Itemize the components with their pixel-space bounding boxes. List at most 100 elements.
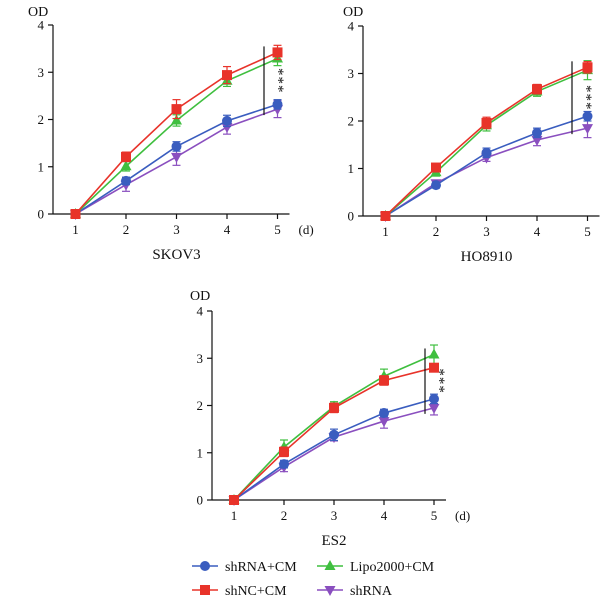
- data-point: [481, 117, 492, 128]
- data-point: [120, 160, 132, 171]
- data-point: [380, 211, 391, 221]
- y-axis-title: OD: [190, 289, 210, 304]
- legend-label: shRNA+CM: [225, 560, 297, 575]
- legend-label: shNC+CM: [225, 584, 287, 599]
- legend-marker: [324, 560, 336, 570]
- x-tick-label: 5: [274, 222, 281, 237]
- y-tick-label: 2: [197, 398, 204, 413]
- x-tick-label: 5: [584, 224, 591, 239]
- data-point: [379, 408, 389, 419]
- y-axis-title: OD: [343, 5, 363, 20]
- data-point: [379, 375, 389, 386]
- y-tick-label: 2: [38, 112, 45, 127]
- series-line: [74, 57, 278, 215]
- data-point: [171, 104, 182, 115]
- legend-marker: [200, 585, 210, 595]
- data-point: [222, 115, 232, 126]
- series-line: [384, 66, 588, 217]
- legend-item: Lipo2000+CM: [317, 560, 435, 575]
- legend-label: shRNA: [350, 584, 393, 599]
- x-tick-label: 4: [534, 224, 541, 239]
- data-point: [222, 70, 232, 81]
- legend-label: Lipo2000+CM: [350, 560, 435, 575]
- significance-label: ***: [431, 368, 447, 394]
- legend-item: shNC+CM: [192, 584, 287, 599]
- x-tick-label: 3: [173, 222, 180, 237]
- x-tick-label: 5: [431, 508, 438, 523]
- y-tick-label: 0: [197, 493, 204, 508]
- series-line: [233, 407, 435, 501]
- data-point: [171, 141, 182, 152]
- data-point: [531, 136, 543, 146]
- series-shrna: [228, 400, 440, 506]
- x-unit-label: (d): [299, 222, 314, 237]
- y-tick-label: 4: [197, 304, 204, 319]
- data-point: [329, 402, 339, 413]
- data-point: [70, 209, 81, 219]
- y-tick-label: 3: [197, 351, 204, 366]
- series-shnc-cm: [70, 44, 283, 219]
- data-point: [121, 175, 131, 186]
- series-lipo2000-cm: [228, 344, 440, 504]
- y-axis-title: OD: [28, 5, 48, 20]
- y-tick-label: 0: [348, 209, 355, 224]
- x-tick-label: 1: [231, 508, 238, 523]
- data-point: [272, 47, 283, 58]
- series-shrna: [380, 118, 593, 222]
- data-point: [582, 111, 593, 122]
- x-tick-label: 4: [224, 222, 231, 237]
- data-point: [221, 123, 233, 134]
- data-point: [378, 417, 390, 428]
- data-point: [428, 348, 440, 359]
- series-line: [233, 398, 435, 501]
- chart-title: HO8910: [461, 249, 513, 265]
- y-tick-label: 1: [348, 161, 355, 176]
- data-point: [429, 393, 439, 404]
- x-tick-label: 2: [123, 222, 130, 237]
- y-tick-label: 4: [348, 19, 355, 34]
- significance-label: ***: [578, 85, 594, 111]
- x-tick-label: 1: [72, 222, 79, 237]
- series-shnc-cm: [229, 362, 439, 505]
- data-point: [229, 495, 239, 505]
- y-tick-label: 3: [348, 66, 355, 81]
- data-point: [171, 114, 182, 125]
- x-unit-label: (d): [455, 508, 470, 523]
- data-point: [481, 147, 492, 158]
- significance-label: ***: [270, 68, 286, 94]
- data-point: [171, 152, 182, 163]
- y-tick-label: 3: [38, 65, 45, 80]
- data-point: [279, 459, 289, 470]
- data-point: [431, 162, 441, 173]
- legend: shRNA+CM Lipo2000+CM shNC+CM shRNA: [192, 560, 435, 599]
- data-point: [429, 362, 439, 373]
- data-point: [272, 99, 283, 110]
- legend-marker: [324, 586, 336, 596]
- x-tick-label: 4: [381, 508, 388, 523]
- series-lipo2000-cm: [380, 60, 593, 220]
- data-point: [428, 403, 440, 414]
- x-tick-label: 2: [433, 224, 440, 239]
- series-shnc-cm: [380, 61, 593, 221]
- data-point: [532, 84, 542, 95]
- series-line: [74, 51, 278, 215]
- series-shrna-cm: [380, 110, 593, 221]
- x-tick-label: 3: [331, 508, 338, 523]
- data-point: [532, 127, 542, 138]
- x-tick-label: 1: [382, 224, 389, 239]
- y-tick-label: 2: [348, 114, 355, 129]
- x-tick-label: 3: [483, 224, 490, 239]
- series-lipo2000-cm: [70, 50, 283, 218]
- y-tick-label: 4: [38, 18, 45, 33]
- data-point: [431, 180, 441, 191]
- series-line: [384, 69, 588, 217]
- legend-marker: [200, 561, 210, 571]
- data-point: [582, 62, 593, 73]
- chart-title: ES2: [321, 533, 346, 549]
- data-point: [582, 124, 593, 135]
- legend-item: shRNA+CM: [192, 560, 297, 575]
